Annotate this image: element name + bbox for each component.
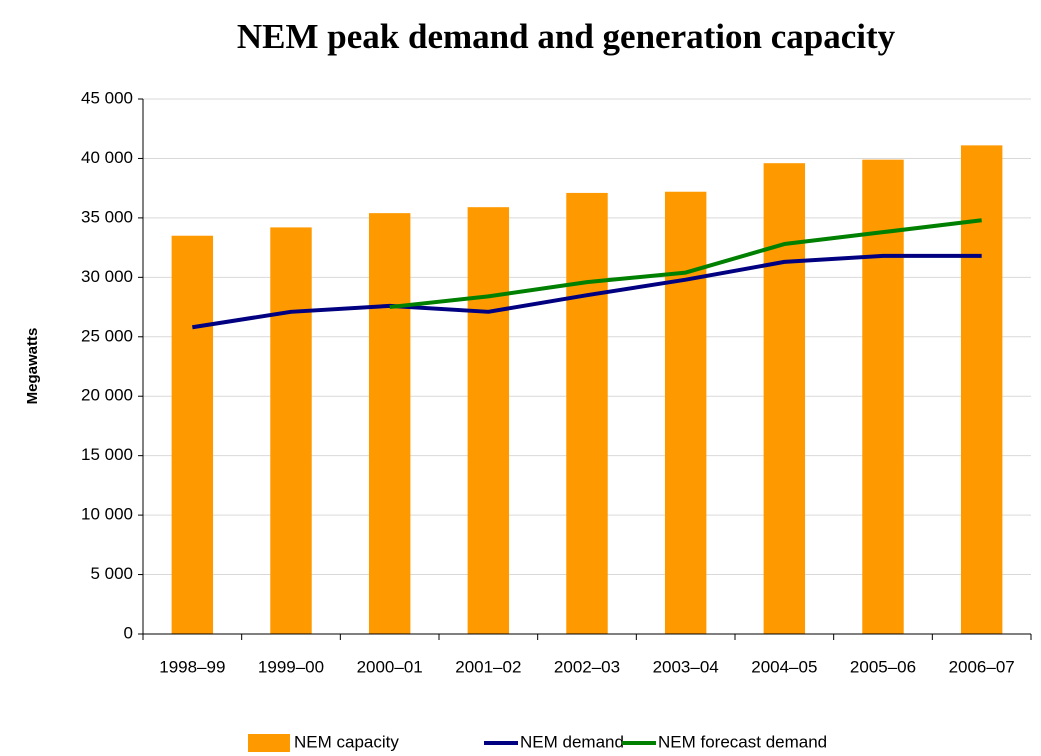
y-tick-label: 10 000 [81,505,133,524]
bar [368,213,411,634]
bar [566,192,608,634]
chart-title: NEM peak demand and generation capacity [237,17,896,56]
x-tick-label: 2005–06 [850,657,916,676]
bar [862,159,904,634]
bar [171,235,214,634]
x-tick-label: 2006–07 [949,657,1015,676]
legend-label: NEM demand [520,732,624,751]
x-tick-label: 2004–05 [751,657,817,676]
bar [763,163,806,634]
y-axis-label: Megawatts [24,328,41,405]
y-tick-label: 0 [124,623,133,642]
y-tick-label: 45 000 [81,88,133,107]
x-tick-label: 2000–01 [357,657,423,676]
bar [467,207,510,634]
bar [664,191,707,634]
y-tick-label: 35 000 [81,207,133,226]
line [389,218,982,310]
y-tick-label: 20 000 [81,386,133,405]
x-tick-label: 1999–00 [258,657,324,676]
x-tick-label: 2003–04 [653,657,719,676]
legend-label: NEM forecast demand [658,732,827,751]
bar [960,145,1003,634]
y-tick-label: 25 000 [81,326,133,345]
y-tick-label: 5 000 [90,564,133,583]
line [192,253,982,330]
y-tick-label: 30 000 [81,267,133,286]
x-tick-label: 1998–99 [159,657,225,676]
y-tick-label: 15 000 [81,445,133,464]
legend-label: NEM capacity [294,732,399,751]
y-tick-label: 40 000 [81,148,133,167]
x-tick-label: 2002–03 [554,657,620,676]
legend-swatch [248,734,290,752]
x-tick-label: 2001–02 [455,657,521,676]
bar [270,227,312,634]
